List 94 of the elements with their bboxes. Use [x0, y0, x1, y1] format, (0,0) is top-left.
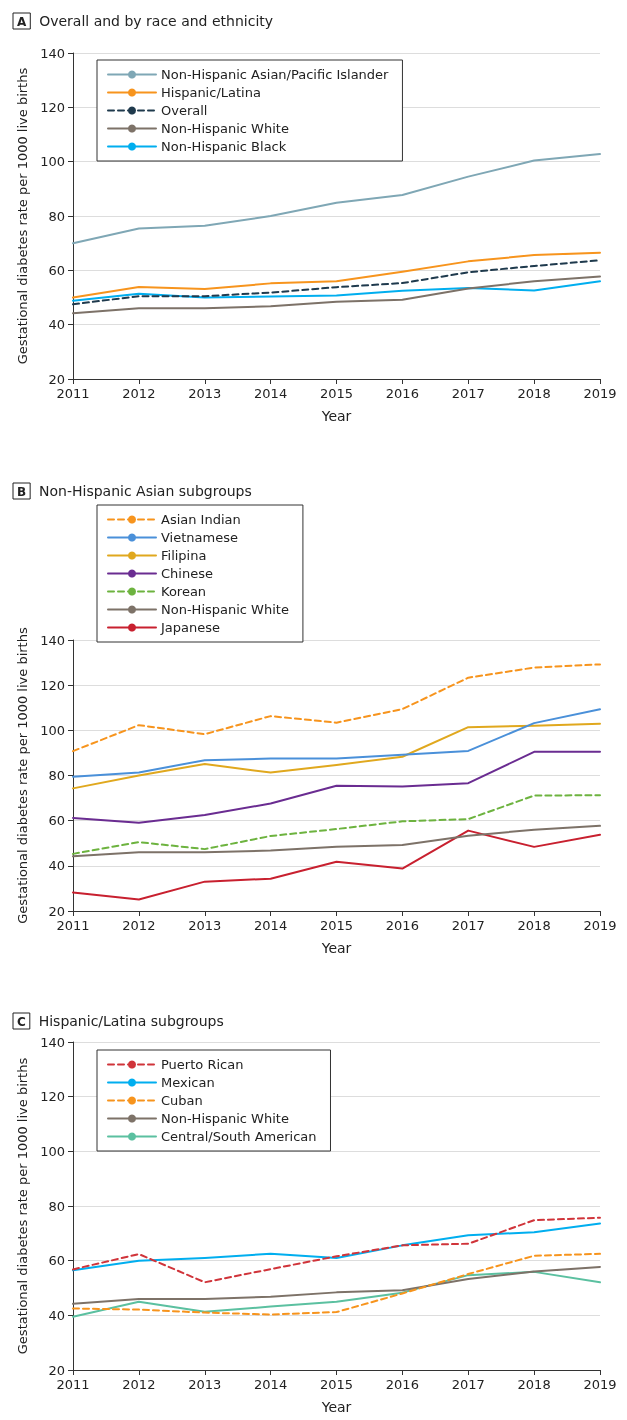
legend-label: Central/South American [161, 1129, 317, 1144]
line-series [72, 1216, 601, 1284]
line-series [72, 794, 601, 855]
chart-title: Non-Hispanic Asian subgroups [30, 483, 252, 499]
legend-label: Non-Hispanic Black [161, 139, 287, 154]
y-tick-label: 20 [48, 371, 65, 387]
y-tick-label: 40 [48, 858, 65, 874]
y-tick-label: 20 [48, 1362, 65, 1378]
legend-label: Puerto Rican [161, 1057, 244, 1072]
x-tick-label: 2015 [319, 1377, 354, 1392]
line-series [72, 1222, 601, 1272]
x-tick-label: 2011 [56, 1377, 90, 1392]
x-axis-title: Year [320, 940, 352, 956]
line-series [72, 251, 601, 299]
legend-label: Asian Indian [161, 512, 241, 527]
x-tick-label: 2013 [188, 386, 222, 401]
y-tick-label: 80 [48, 208, 65, 224]
y-axis-title: Gestational diabetes rate per 1000 live births [15, 627, 31, 924]
x-tick-label: 2016 [385, 1377, 419, 1392]
x-tick-label: 2014 [254, 386, 288, 401]
legend-label: Non-Hispanic White [161, 121, 289, 136]
x-tick-label: 2011 [56, 918, 90, 933]
x-tick-label: 2011 [56, 386, 90, 401]
x-tick-label: 2013 [188, 1377, 222, 1392]
legend-label: Mexican [161, 1075, 215, 1090]
legend-label: Cuban [161, 1093, 203, 1108]
x-tick-label: 2012 [122, 918, 156, 933]
x-tick-label: 2019 [583, 1377, 617, 1392]
y-tick-label: 80 [48, 768, 65, 783]
legend-label: Overall [161, 103, 208, 118]
x-tick-label: 2019 [583, 386, 617, 401]
x-tick-label: 2013 [188, 918, 222, 933]
y-tick-label: 80 [48, 1198, 65, 1214]
legend-label: Non-Hispanic White [161, 1111, 289, 1126]
x-tick-label: 2015 [319, 918, 354, 933]
x-tick-label: 2017 [451, 1377, 485, 1392]
line-series [72, 1270, 601, 1318]
legend-label: Vietnamese [161, 530, 238, 545]
x-tick-label: 2016 [385, 386, 419, 401]
y-tick-label: 60 [48, 262, 65, 278]
y-tick-label: 140 [40, 45, 65, 61]
x-tick-label: 2014 [254, 1377, 288, 1392]
legend-label: Chinese [161, 566, 213, 581]
x-tick-label: 2012 [122, 386, 156, 401]
line-series [72, 708, 601, 778]
x-tick-label: 2019 [583, 918, 617, 933]
x-tick-label: 2018 [517, 386, 551, 401]
x-tick-label: 2017 [451, 918, 485, 933]
x-tick-label: 2016 [385, 918, 419, 933]
line-series [72, 259, 601, 306]
y-tick-label: 120 [40, 99, 65, 115]
legend-label: Non-Hispanic White [161, 602, 289, 617]
y-tick-label: 60 [48, 813, 65, 829]
y-axis-title: Gestational diabetes rate per 1000 live births [15, 1057, 31, 1355]
chart-title: Overall and by race and ethnicity [30, 13, 274, 29]
legend-label: Korean [161, 584, 207, 599]
y-tick-label: 60 [48, 1253, 65, 1269]
text: C [17, 1015, 26, 1029]
x-tick-label: 2017 [451, 386, 485, 401]
legend-label: Japanese [160, 620, 221, 635]
y-tick-label: 120 [40, 1089, 65, 1105]
text: B [17, 485, 27, 499]
line-series [72, 153, 601, 245]
y-tick-label: 140 [40, 632, 65, 648]
y-tick-label: 40 [48, 1307, 65, 1323]
line-series [72, 750, 601, 824]
line-series [72, 275, 601, 315]
x-axis-title: Year [320, 408, 352, 424]
line-series [72, 280, 601, 302]
legend-label: Filipina [161, 548, 207, 563]
y-tick-label: 120 [40, 677, 65, 693]
x-tick-label: 2015 [319, 386, 354, 401]
x-axis-title: Year [320, 1399, 352, 1415]
line-series [72, 663, 601, 753]
y-tick-label: 20 [48, 903, 65, 919]
x-tick-label: 2018 [517, 1377, 551, 1392]
y-tick-label: 40 [48, 317, 65, 333]
legend-label: Non-Hispanic Asian/Pacific Islander [161, 67, 390, 82]
text: A [17, 15, 27, 29]
y-tick-label: 100 [40, 154, 65, 170]
legend-label: Hispanic/Latina [161, 85, 261, 100]
x-tick-label: 2012 [122, 1377, 156, 1392]
chart-title: Hispanic/Latina subgroups [29, 1013, 224, 1029]
y-axis-title: Gestational diabetes rate per 1000 live births [15, 67, 31, 365]
y-tick-label: 140 [40, 1034, 65, 1050]
line-series [72, 1252, 601, 1316]
y-tick-label: 100 [40, 722, 65, 738]
line-series [72, 1265, 601, 1305]
y-tick-label: 100 [40, 1143, 65, 1159]
x-tick-label: 2018 [517, 918, 551, 933]
x-tick-label: 2014 [254, 918, 288, 933]
line-series [72, 722, 601, 790]
line-series [72, 829, 601, 901]
line-series [72, 824, 601, 858]
